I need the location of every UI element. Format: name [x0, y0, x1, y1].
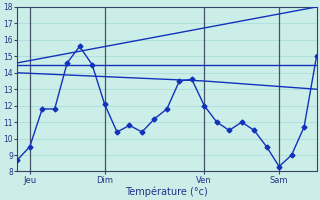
X-axis label: Température (°c): Température (°c): [125, 186, 208, 197]
